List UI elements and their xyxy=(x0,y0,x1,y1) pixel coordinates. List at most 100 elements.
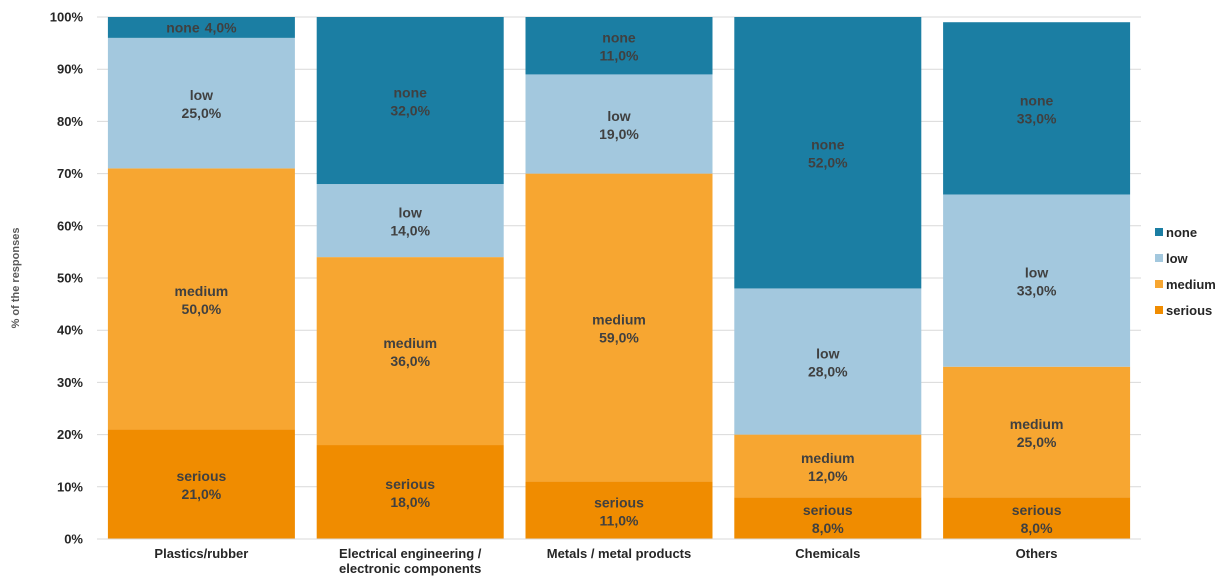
bar-stack: serious 11,0% medium 59,0% low 19,0% none 11,0% xyxy=(525,17,713,539)
bar-stack: serious 8,0% medium 25,0% low 33,0% none 33,0% xyxy=(943,22,1131,539)
data-label-series: low xyxy=(816,346,839,362)
data-label-series: medium xyxy=(1010,416,1064,432)
data-label-value: 8,0% xyxy=(1021,520,1053,536)
legend-swatch xyxy=(1155,254,1163,262)
data-label-series: medium xyxy=(175,283,229,299)
data-label-value: 11,0% xyxy=(600,48,639,64)
data-label-value: 36,0% xyxy=(390,353,430,369)
y-tick-label: 50% xyxy=(57,271,83,286)
legend-label: none xyxy=(1166,225,1197,240)
data-label-series: low xyxy=(190,87,213,103)
bar-segment-medium xyxy=(943,366,1131,498)
legend-item: low xyxy=(1155,251,1189,266)
data-label-value: 25,0% xyxy=(182,105,222,121)
bar-segment-medium xyxy=(316,257,504,446)
legend-label: serious xyxy=(1166,303,1212,318)
legend-swatch xyxy=(1155,228,1163,236)
data-label-series: none xyxy=(811,137,845,153)
data-label-value: 14,0% xyxy=(390,223,430,239)
y-axis-ticks: 0% 10% 20% 30% 40% 50% 60% 70% 80% 90% 100% xyxy=(50,10,84,547)
data-label-series: none xyxy=(1020,92,1054,108)
data-label-value: 50,0% xyxy=(182,301,222,317)
data-label-value: 33,0% xyxy=(1017,283,1057,299)
data-label-value: 32,0% xyxy=(390,103,430,119)
y-tick-label: 0% xyxy=(64,532,83,547)
x-tick-label: Others xyxy=(1016,546,1058,561)
x-tick-label: Chemicals xyxy=(795,546,860,561)
bar-segment-serious xyxy=(943,497,1131,539)
legend-swatch xyxy=(1155,306,1163,314)
legend-label: low xyxy=(1166,251,1189,266)
data-label-value: 12,0% xyxy=(808,468,848,484)
y-tick-label: 40% xyxy=(57,323,83,338)
data-label-series: none xyxy=(602,30,636,46)
data-label-value: 18,0% xyxy=(390,494,430,510)
data-label-value: 19,0% xyxy=(599,126,639,142)
legend-label: medium xyxy=(1166,277,1216,292)
y-tick-label: 20% xyxy=(57,427,83,442)
legend-item: serious xyxy=(1155,303,1212,318)
bar-segment-serious xyxy=(525,481,713,539)
legend: none low medium serious xyxy=(1155,225,1216,318)
bar-segment-none xyxy=(734,17,922,289)
bar-segment-serious xyxy=(316,445,504,539)
bar-segment-low xyxy=(525,74,713,174)
legend-item: medium xyxy=(1155,277,1216,292)
data-label-value: 33,0% xyxy=(1017,110,1057,126)
data-label-series: none xyxy=(393,85,427,101)
data-label-series: medium xyxy=(801,450,855,466)
y-tick-label: 70% xyxy=(57,166,83,181)
bar-stack: serious 18,0% medium 36,0% low 14,0% none 32,0% xyxy=(316,17,504,539)
y-axis-title: % of the responses xyxy=(10,228,22,329)
data-label-series: serious xyxy=(803,502,853,518)
y-tick-label: 10% xyxy=(57,479,83,494)
y-tick-label: 60% xyxy=(57,218,83,233)
x-tick-label: Plastics/rubber xyxy=(154,546,248,561)
data-label-value: 52,0% xyxy=(808,155,848,171)
x-tick-label: Electrical engineering / xyxy=(339,546,482,561)
bar-segment-medium xyxy=(525,173,713,482)
bar-segment-low xyxy=(943,194,1131,367)
bar-segment-medium xyxy=(107,168,295,430)
data-label-value: 25,0% xyxy=(1017,434,1057,450)
data-label-value: 21,0% xyxy=(182,486,222,502)
bar-stack: serious 8,0% medium 12,0% low 28,0% none 52,0% xyxy=(734,17,922,539)
data-label-value: 4,0% xyxy=(205,19,237,35)
bar-segment-none xyxy=(525,17,713,75)
x-tick-label: Metals / metal products xyxy=(547,546,691,561)
data-label-series: medium xyxy=(383,335,437,351)
bar-segment-low xyxy=(734,288,922,435)
data-label-series: serious xyxy=(176,468,226,484)
bar-segment-none xyxy=(316,17,504,185)
data-label-value: 8,0% xyxy=(812,520,844,536)
data-label-series: low xyxy=(1025,265,1048,281)
legend-item: none xyxy=(1155,225,1197,240)
bar-segment-low xyxy=(107,37,295,169)
data-label-series: serious xyxy=(1012,502,1062,518)
data-label-series: medium xyxy=(592,312,646,328)
bar-stack: serious 21,0% medium 50,0% low 25,0% none 4,0% xyxy=(107,17,295,539)
y-tick-label: 80% xyxy=(57,114,83,129)
bars: serious 21,0% medium 50,0% low 25,0% none 4,0% P… xyxy=(107,17,1131,576)
data-label-value: 11,0% xyxy=(600,512,639,528)
data-label-series: none xyxy=(166,19,200,35)
data-label-series: low xyxy=(399,205,422,221)
data-label-value: 28,0% xyxy=(808,364,848,380)
data-label-series: serious xyxy=(385,476,435,492)
bar-segment-serious xyxy=(107,429,295,539)
data-label-series: serious xyxy=(594,494,644,510)
data-label: none 4,0% xyxy=(166,19,237,35)
bar-segment-low xyxy=(316,184,504,258)
bar-segment-none xyxy=(107,17,295,38)
x-tick-label: electronic components xyxy=(339,561,481,576)
data-label-value: 59,0% xyxy=(599,330,639,346)
y-tick-label: 100% xyxy=(50,10,84,25)
data-label-series: low xyxy=(607,108,630,124)
bar-segment-serious xyxy=(734,497,922,539)
bar-segment-none xyxy=(943,22,1131,195)
y-tick-label: 30% xyxy=(57,375,83,390)
y-tick-label: 90% xyxy=(57,62,83,77)
bar-segment-medium xyxy=(734,434,922,498)
